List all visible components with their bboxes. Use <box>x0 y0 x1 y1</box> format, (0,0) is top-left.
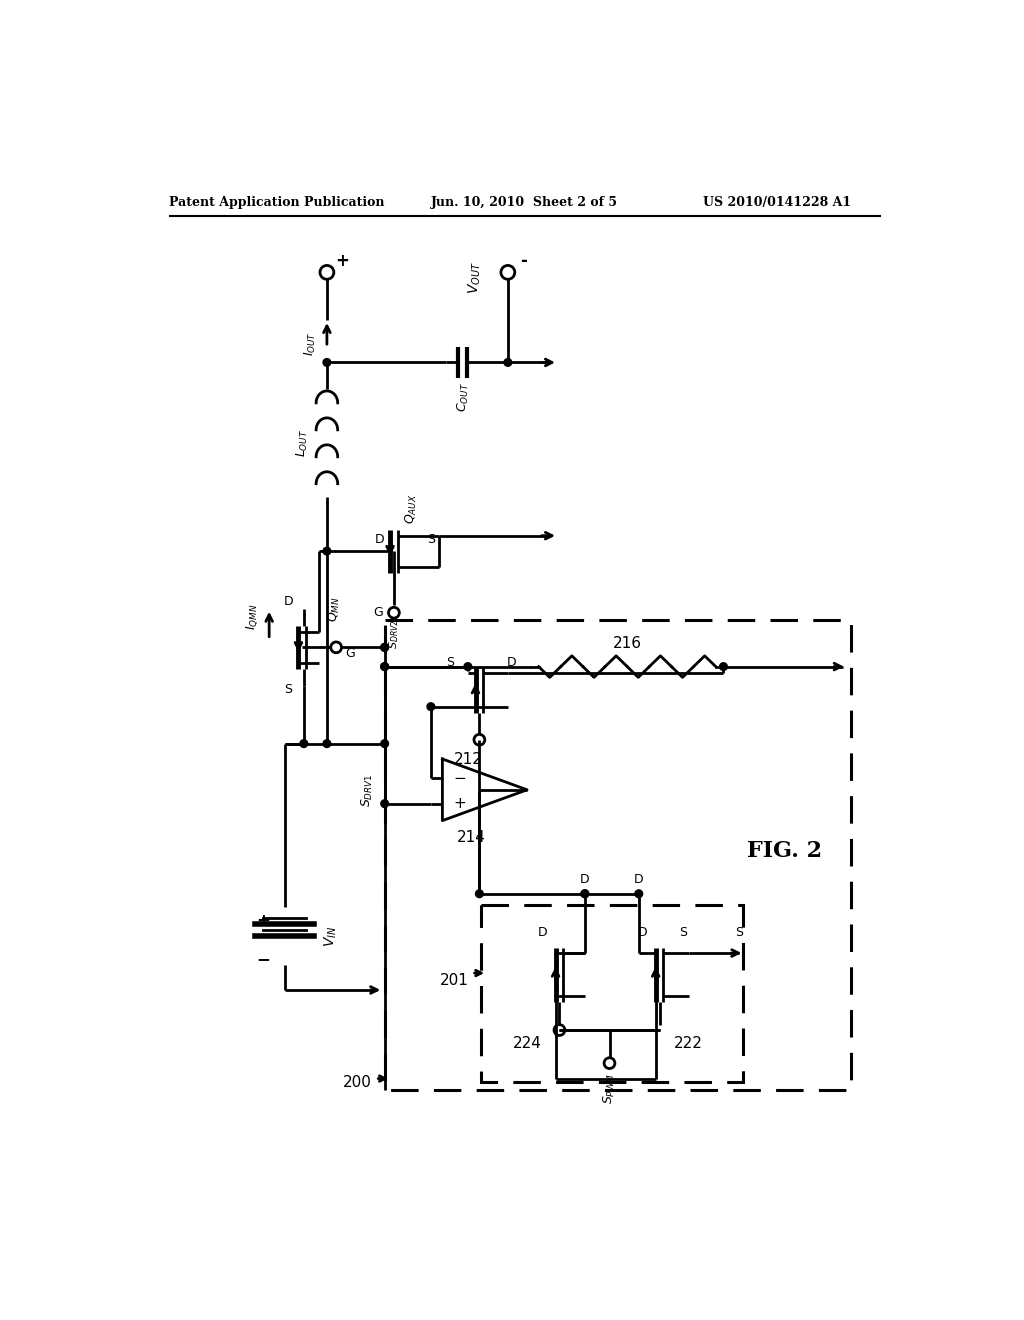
Text: 214: 214 <box>457 830 485 845</box>
Text: $I_{OUT}$: $I_{OUT}$ <box>302 331 317 355</box>
Text: D: D <box>634 874 643 887</box>
Circle shape <box>381 800 388 808</box>
Text: S: S <box>285 684 293 696</box>
Circle shape <box>581 890 589 898</box>
Circle shape <box>300 739 307 747</box>
Text: +: + <box>256 912 270 929</box>
Text: S: S <box>735 925 742 939</box>
Text: $C_{OUT}$: $C_{OUT}$ <box>456 381 471 412</box>
Circle shape <box>475 890 483 898</box>
Circle shape <box>464 663 472 671</box>
Text: G: G <box>345 647 355 660</box>
Text: 212: 212 <box>454 751 482 767</box>
Text: 224: 224 <box>513 1036 542 1052</box>
Circle shape <box>504 359 512 367</box>
Text: $Q_{AUX}$: $Q_{AUX}$ <box>404 494 419 524</box>
Text: $V_{OUT}$: $V_{OUT}$ <box>467 261 483 294</box>
Circle shape <box>720 663 727 671</box>
Circle shape <box>323 359 331 367</box>
Text: US 2010/0141228 A1: US 2010/0141228 A1 <box>703 195 851 209</box>
Text: Patent Application Publication: Patent Application Publication <box>169 195 385 209</box>
Text: 201: 201 <box>439 973 468 989</box>
Text: D: D <box>538 925 547 939</box>
Text: S: S <box>446 656 454 669</box>
Circle shape <box>581 890 589 898</box>
Text: -: - <box>520 252 526 269</box>
Text: D: D <box>580 874 590 887</box>
Circle shape <box>323 548 331 554</box>
Circle shape <box>635 890 643 898</box>
Text: +: + <box>336 252 349 269</box>
Text: S: S <box>679 925 687 939</box>
Text: D: D <box>638 925 647 939</box>
Text: FIG. 2: FIG. 2 <box>748 841 822 862</box>
Text: $Q_{MN}$: $Q_{MN}$ <box>327 597 342 622</box>
Text: $S_{DRV2}$: $S_{DRV2}$ <box>387 619 400 649</box>
Text: −: − <box>256 950 270 968</box>
Text: +: + <box>453 796 466 812</box>
Circle shape <box>381 663 388 671</box>
Text: G: G <box>374 606 383 619</box>
Circle shape <box>381 644 388 651</box>
Text: Jun. 10, 2010  Sheet 2 of 5: Jun. 10, 2010 Sheet 2 of 5 <box>431 195 618 209</box>
Text: $I_{QMN}$: $I_{QMN}$ <box>245 603 260 630</box>
Text: −: − <box>453 771 466 785</box>
Text: $S_{DRV1}$: $S_{DRV1}$ <box>360 774 375 807</box>
Circle shape <box>381 663 388 671</box>
Circle shape <box>427 702 435 710</box>
Text: D: D <box>375 533 384 546</box>
Text: S: S <box>427 533 435 546</box>
Text: $V_{IN}$: $V_{IN}$ <box>323 925 339 946</box>
Text: 216: 216 <box>612 636 642 651</box>
Text: D: D <box>284 594 293 607</box>
Circle shape <box>381 644 388 651</box>
Text: 222: 222 <box>675 1036 703 1052</box>
Text: D: D <box>507 656 516 669</box>
Circle shape <box>381 739 388 747</box>
Text: $S_{PWM}$: $S_{PWM}$ <box>602 1073 617 1104</box>
Text: $L_{OUT}$: $L_{OUT}$ <box>295 429 310 458</box>
Text: 200: 200 <box>343 1074 372 1090</box>
Circle shape <box>323 739 331 747</box>
